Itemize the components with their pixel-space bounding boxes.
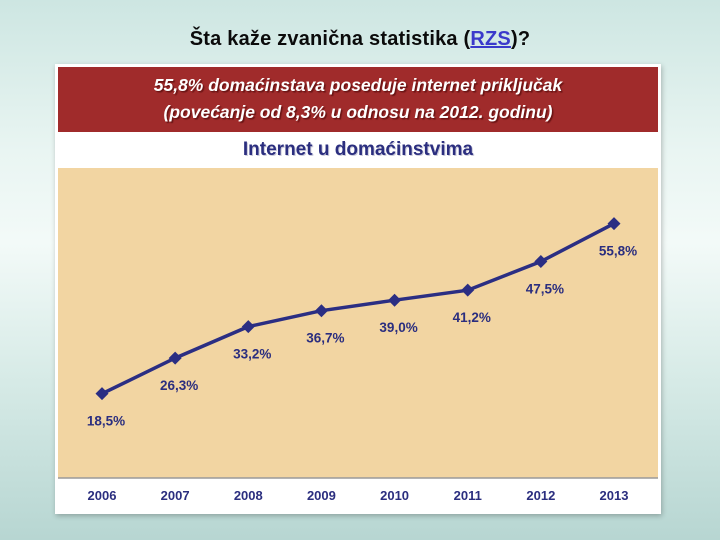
point-label: 18,5%	[87, 414, 125, 429]
chart-title: Internet u domaćinstvima	[58, 132, 658, 168]
plot-area	[58, 168, 658, 478]
data-point-marker	[314, 304, 328, 318]
x-axis-label: 2012	[526, 488, 555, 503]
rzs-link[interactable]: RZS	[470, 28, 511, 50]
point-label: 33,2%	[233, 347, 271, 362]
banner-line-1: 55,8% domaćinstava poseduje internet pri…	[153, 75, 563, 95]
slide-title-suffix: )?	[510, 28, 531, 50]
point-label: 39,0%	[379, 320, 417, 335]
point-label: 47,5%	[526, 281, 564, 296]
slide-title: Šta kaže zvanična statistika (RZS)?	[0, 28, 720, 51]
data-point-marker	[388, 293, 402, 307]
point-label: 41,2%	[453, 310, 491, 325]
data-point-marker	[534, 254, 548, 268]
data-point-marker	[95, 387, 109, 401]
point-label: 36,7%	[306, 331, 344, 346]
x-axis-strip	[58, 478, 658, 511]
x-axis-label: 2006	[88, 488, 117, 503]
point-label: 26,3%	[160, 378, 198, 393]
x-axis-label: 2008	[234, 488, 263, 503]
x-axis-label: 2007	[161, 488, 190, 503]
data-point-marker	[168, 351, 182, 365]
chart-image: 55,8% domaćinstava poseduje internet pri…	[55, 64, 661, 514]
x-axis-label: 2011	[454, 488, 482, 503]
data-point-marker	[461, 283, 475, 297]
line-chart: 18,5% 2006 26,3% 2007 33,2% 2008 36,7% 2009 39,0…	[58, 168, 658, 511]
chart-line	[101, 222, 615, 396]
chart-banner: 55,8% domaćinstava poseduje internet pri…	[58, 67, 658, 132]
banner-line-2: (povećanje od 8,3% u odnosu na 2012. god…	[163, 102, 553, 122]
data-point-marker	[241, 320, 255, 334]
slide-title-prefix: Šta kaže zvanična statistika (	[189, 28, 471, 50]
point-label: 55,8%	[599, 244, 637, 259]
data-point-marker	[607, 217, 621, 231]
x-axis-label: 2013	[600, 488, 629, 503]
x-axis-label: 2009	[307, 488, 336, 503]
x-axis-label: 2010	[380, 488, 409, 503]
